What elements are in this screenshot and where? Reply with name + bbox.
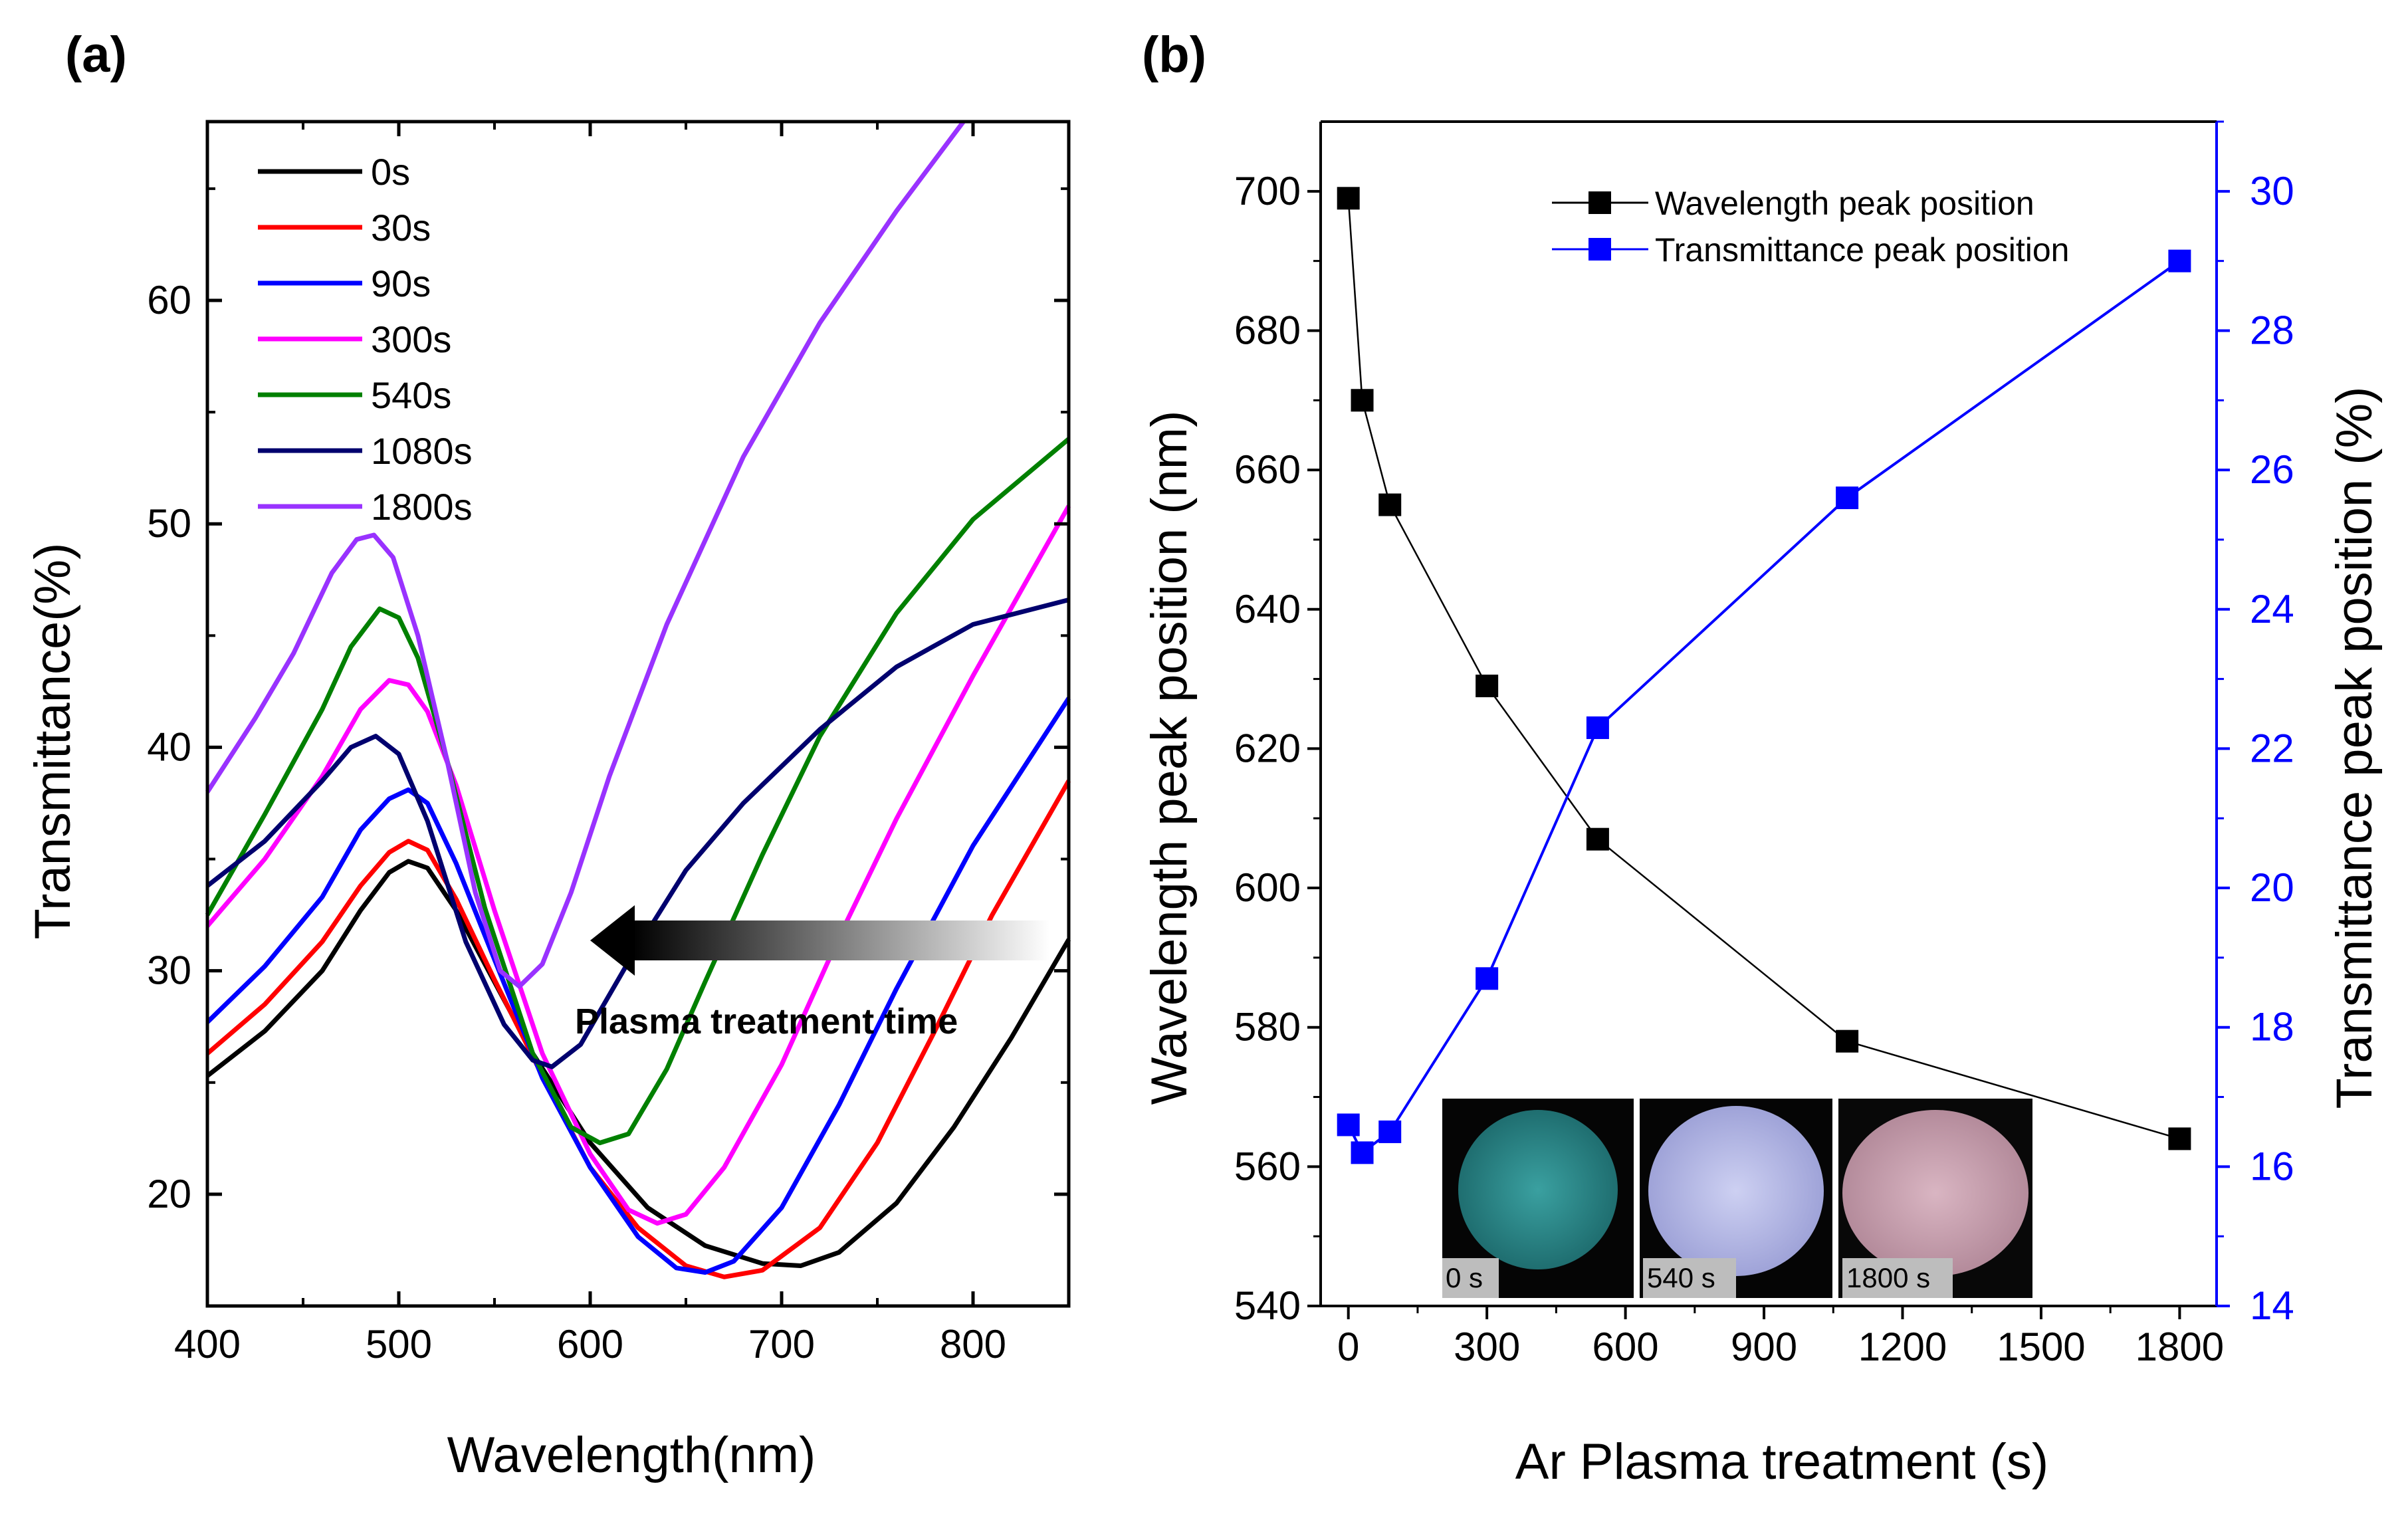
wavelength-point-540 <box>1586 827 1609 851</box>
transmittance-point-90 <box>1378 1120 1402 1143</box>
y-tick-label-640: 640 <box>1234 587 1301 631</box>
legend-label-1800s: 1800s <box>371 486 473 528</box>
wavelength-point-300 <box>1476 675 1499 698</box>
y-tick-label-680: 680 <box>1234 308 1301 352</box>
wavelength-point-1800 <box>2168 1127 2191 1150</box>
inset-photo-0s: 0 s <box>1442 1099 1634 1298</box>
inset-label-1800s: 1800 s <box>1846 1262 1930 1293</box>
transmittance-point-1080 <box>1836 487 1859 510</box>
legend-label-300s: 300s <box>371 318 451 360</box>
y-tick-label-20: 20 <box>147 1172 191 1216</box>
y-right-tick-label-22: 22 <box>2250 726 2294 770</box>
chart-b-series-layer <box>1337 187 2191 1164</box>
panel-label-b: (b) <box>1142 27 1206 83</box>
y-right-tick-label-18: 18 <box>2250 1005 2294 1049</box>
series-line-90s <box>205 697 1071 1275</box>
series-line-1800s <box>205 120 966 989</box>
y-right-tick-label-24: 24 <box>2250 587 2294 631</box>
x-tick-label-600: 600 <box>1592 1325 1659 1369</box>
inset-photos: 0 s 540 s 1800 s <box>1442 1099 2032 1298</box>
y-right-tick-label-30: 30 <box>2250 169 2294 213</box>
x-tick-label-700: 700 <box>748 1322 815 1366</box>
legend-label-1080s: 1080s <box>371 430 473 472</box>
plasma-time-arrow: Plasma treatment time <box>575 905 1050 1041</box>
y-tick-label-50: 50 <box>147 501 191 546</box>
y-tick-label-660: 660 <box>1234 447 1301 492</box>
y-tick-label-60: 60 <box>147 278 191 322</box>
y-right-tick-label-28: 28 <box>2250 308 2294 352</box>
wavelength-point-1080 <box>1836 1029 1859 1053</box>
x-tick-label-300: 300 <box>1454 1325 1520 1369</box>
y-tick-label-30: 30 <box>147 948 191 993</box>
inset-photo-1800s: 1800 s <box>1838 1099 2032 1298</box>
sample-disk-0s <box>1458 1110 1618 1269</box>
y-tick-label-560: 560 <box>1234 1144 1301 1188</box>
x-tick-label-1200: 1200 <box>1858 1325 1947 1369</box>
chart-b-y-title-right: Transmittance peak position (%) <box>2326 387 2383 1109</box>
transmittance-point-300 <box>1476 967 1499 990</box>
transmittance-point-540 <box>1586 716 1609 739</box>
wavelength-point-0 <box>1337 187 1360 210</box>
inset-photo-540s: 540 s <box>1640 1099 1832 1298</box>
chart-b-legend: Wavelength peak position Transmittance pe… <box>1552 185 2069 269</box>
transmittance-point-1800 <box>2168 249 2191 272</box>
y-tick-label-540: 540 <box>1234 1283 1301 1328</box>
transmittance-point-30 <box>1351 1141 1374 1164</box>
chart-a-frame <box>205 120 1071 1308</box>
y-tick-label-620: 620 <box>1234 726 1301 770</box>
sample-disk-1800s <box>1842 1110 2028 1276</box>
chart-b-x-title: Ar Plasma treatment (s) <box>1515 1434 2048 1490</box>
chart-a-legend: 0s 30s 90s 300s 540s 1080s 1800s <box>258 151 473 528</box>
series-line-540s <box>205 437 1071 1146</box>
panel-label-a: (a) <box>65 27 127 83</box>
x-tick-label-600: 600 <box>557 1322 623 1366</box>
y-tick-label-580: 580 <box>1234 1005 1301 1049</box>
legend-swatch-marker <box>1588 191 1611 214</box>
arrow-shaft <box>631 920 1050 960</box>
wavelength-point-30 <box>1351 389 1374 412</box>
chart-b-y-title-left: Wavelength peak position (nm) <box>1141 411 1198 1105</box>
chart-b: 0 s 540 s 1800 s 0 300 600 900 1200 1500 1800 5… <box>1141 120 2383 1490</box>
series-line-transmittance <box>1347 259 2181 1155</box>
x-tick-label-800: 800 <box>940 1322 1006 1366</box>
x-tick-label-1500: 1500 <box>1997 1325 2085 1369</box>
legend-label-0s: 0s <box>371 151 410 193</box>
y-tick-label-600: 600 <box>1234 865 1301 910</box>
chart-a-y-title: Transmittance(%) <box>25 543 81 940</box>
x-tick-label-1800: 1800 <box>2135 1325 2224 1369</box>
y-tick-label-40: 40 <box>147 724 191 769</box>
legend-swatch-marker <box>1588 238 1611 261</box>
chart-a-x-title: Wavelength(nm) <box>447 1427 816 1483</box>
legend-label-540s: 540s <box>371 374 451 416</box>
legend-label-90s: 90s <box>371 263 431 304</box>
arrow-label: Plasma treatment time <box>575 1002 958 1041</box>
legend-label: Wavelength peak position <box>1655 185 2034 222</box>
y-right-tick-label-26: 26 <box>2250 447 2294 492</box>
inset-label-0s: 0 s <box>1446 1262 1483 1293</box>
legend-label-30s: 30s <box>371 207 431 249</box>
y-tick-label-700: 700 <box>1234 169 1301 213</box>
x-tick-label-500: 500 <box>366 1322 432 1366</box>
chart-a-series-layer <box>205 120 1071 1279</box>
y-right-tick-label-16: 16 <box>2250 1144 2294 1188</box>
sample-disk-540s <box>1648 1106 1824 1276</box>
chart-a: Plasma treatment time 400 500 600 700 800 20 3… <box>25 120 1071 1483</box>
series-line-1080s <box>205 597 1069 1069</box>
x-tick-label-0: 0 <box>1337 1325 1359 1369</box>
wavelength-point-90 <box>1378 493 1402 516</box>
y-right-tick-label-20: 20 <box>2250 865 2294 910</box>
x-tick-label-900: 900 <box>1731 1325 1797 1369</box>
inset-label-540s: 540 s <box>1647 1262 1715 1293</box>
legend-label: Transmittance peak position <box>1655 231 2069 269</box>
series-line-wavelength <box>1347 198 2180 1140</box>
y-right-tick-label-14: 14 <box>2250 1283 2294 1328</box>
x-tick-label-400: 400 <box>174 1322 241 1366</box>
arrow-head <box>590 905 635 976</box>
transmittance-point-0 <box>1337 1113 1360 1136</box>
